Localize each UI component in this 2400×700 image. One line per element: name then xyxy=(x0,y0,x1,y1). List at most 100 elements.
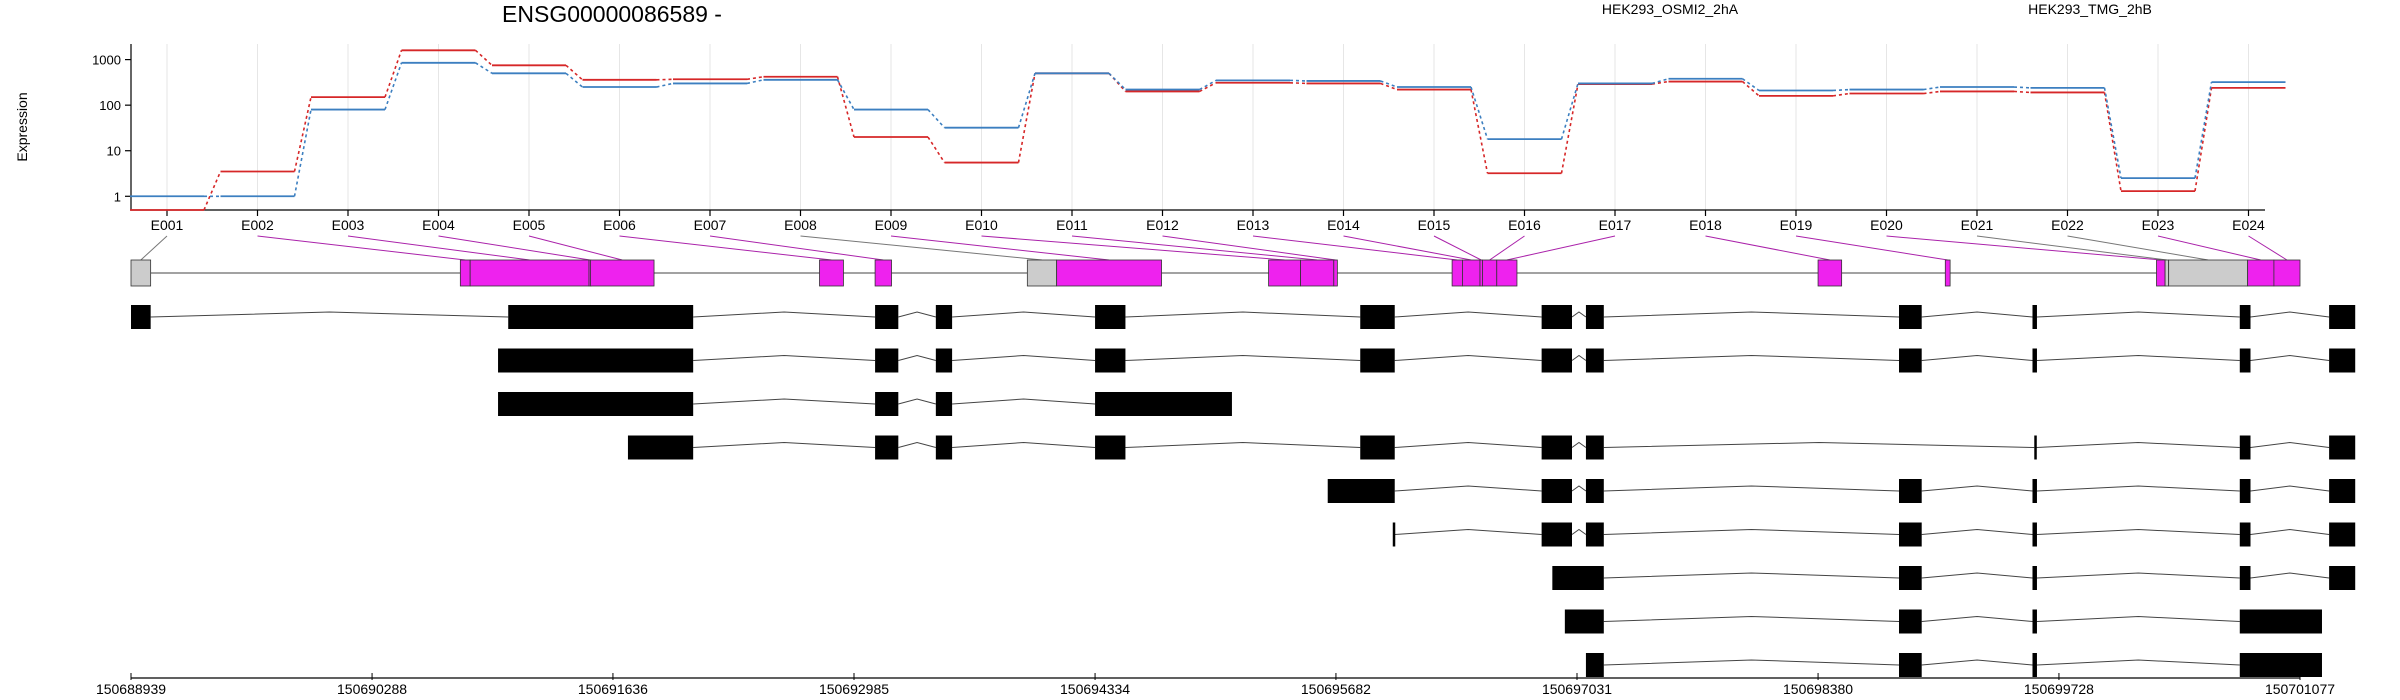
transcript-exon xyxy=(2239,348,2251,373)
series-step-connector xyxy=(1380,82,1398,91)
transcript-intron xyxy=(693,311,876,318)
transcript-exon xyxy=(2032,348,2037,373)
transcript-exon xyxy=(1585,653,1604,677)
transcript-exon xyxy=(1360,305,1395,329)
x-tick-label-e013: E013 xyxy=(1237,217,1270,233)
series-step-connector xyxy=(1742,78,1760,92)
exon-connector-e020 xyxy=(1886,235,2161,261)
x-tick-label-e006: E006 xyxy=(603,217,636,233)
x-tick-label-e020: E020 xyxy=(1870,217,1903,233)
exon-connector-e008 xyxy=(800,235,1043,261)
transcript-intron xyxy=(898,354,936,361)
gene-exon-e001 xyxy=(130,259,152,287)
series-step-connector xyxy=(1289,79,1307,82)
gene-exon-e022 xyxy=(2168,259,2249,287)
transcript-intron xyxy=(1603,528,1900,535)
series-step-connector xyxy=(293,109,312,197)
coord-tick-label: 150695682 xyxy=(1301,681,1371,697)
gene-exon-e013 xyxy=(1451,259,1463,287)
x-tick-label-e015: E015 xyxy=(1418,217,1451,233)
transcript-intron xyxy=(952,311,1096,318)
transcript-exon xyxy=(1585,348,1604,373)
x-tick-label-e003: E003 xyxy=(332,217,365,233)
transcript-intron xyxy=(1394,441,1542,448)
coord-tick-label: 150691636 xyxy=(578,681,648,697)
series-step-connector xyxy=(656,78,674,81)
chart-title: ENSG00000086589 - xyxy=(502,1,722,27)
x-tick-label-e002: E002 xyxy=(241,217,274,233)
coord-tick-label: 150699728 xyxy=(2024,681,2094,697)
transcript-intron xyxy=(150,311,509,318)
transcript-exon xyxy=(2032,609,2037,634)
transcript-exon xyxy=(1585,522,1604,547)
exon-connector-e024 xyxy=(2248,235,2288,261)
series-step-connector xyxy=(474,49,493,66)
series-step-connector xyxy=(203,171,222,211)
transcript-intron xyxy=(1603,441,2035,448)
series-step-connector xyxy=(1651,80,1669,85)
transcript-exon xyxy=(2239,522,2251,547)
transcript-intron xyxy=(1603,572,1900,579)
transcript-intron xyxy=(952,441,1096,448)
transcript-exon xyxy=(2032,305,2037,329)
x-tick-label-e004: E004 xyxy=(422,217,455,233)
exon-connector-e023 xyxy=(2157,235,2261,261)
transcript-3 xyxy=(498,392,1232,416)
exon-connector-e010 xyxy=(981,235,1285,261)
exon-connector-e007 xyxy=(709,235,884,261)
x-tick-label-e017: E017 xyxy=(1599,217,1632,233)
transcript-intron xyxy=(2250,528,2330,535)
series-step-connector xyxy=(1832,88,1850,92)
transcript-8 xyxy=(1564,609,2322,634)
gene-exon-e014 xyxy=(1462,259,1481,287)
transcript-exon xyxy=(1360,435,1395,460)
transcript-intron xyxy=(1603,354,1900,361)
series-step-connector xyxy=(384,62,403,110)
gene-exon-e008 xyxy=(1026,259,1058,287)
transcript-exon xyxy=(1541,522,1572,547)
transcript-intron xyxy=(693,354,876,361)
transcript-exon xyxy=(131,305,151,329)
transcript-intron xyxy=(1571,485,1587,492)
x-tick-label-e007: E007 xyxy=(694,217,727,233)
transcript-exon xyxy=(935,435,953,460)
gene-exon-e023 xyxy=(2247,259,2275,287)
transcript-intron xyxy=(2250,441,2330,448)
transcript-exon xyxy=(1899,653,1922,677)
gene-exon-e011 xyxy=(1300,259,1335,287)
transcript-exon xyxy=(2032,566,2037,590)
coord-tick-label: 150697031 xyxy=(1542,681,1612,697)
transcript-intron xyxy=(952,398,1096,405)
transcript-7 xyxy=(1552,566,2356,590)
series-step-connector xyxy=(1380,80,1398,88)
series-step-connector xyxy=(2194,87,2213,192)
gene-exon-e009 xyxy=(1056,259,1162,287)
series-step-connector xyxy=(836,76,855,138)
series-step-connector xyxy=(1199,79,1217,91)
gridlines xyxy=(166,44,2249,210)
transcript-intron xyxy=(2036,528,2240,535)
transcript-intron xyxy=(1921,572,2033,579)
series-b xyxy=(130,61,2286,198)
transcript-exon xyxy=(627,435,694,460)
transcript-intron xyxy=(693,441,876,448)
x-tick-label-e016: E016 xyxy=(1508,217,1541,233)
transcript-exon xyxy=(1541,305,1572,329)
gene-exon-e024 xyxy=(2273,259,2301,287)
coord-tick-label: 150688939 xyxy=(96,681,166,697)
transcript-exon xyxy=(875,348,899,373)
transcript-exon xyxy=(1541,479,1572,503)
y-tick-label: 100 xyxy=(99,98,121,113)
x-tick-label-e021: E021 xyxy=(1961,217,1994,233)
coord-tick-label: 150698380 xyxy=(1783,681,1853,697)
gene-exon-e005 xyxy=(590,259,655,287)
x-tick-label-e014: E014 xyxy=(1327,217,1360,233)
transcript-exon xyxy=(1899,609,1922,634)
exon-connector-e015 xyxy=(1433,235,1482,261)
transcript-6 xyxy=(1392,522,2356,547)
coord-tick-label: 150690288 xyxy=(337,681,407,697)
series-step-connector xyxy=(1651,77,1669,85)
series-lines xyxy=(130,49,2286,211)
transcript-exon xyxy=(508,305,694,329)
x-tick-label-e024: E024 xyxy=(2232,217,2265,233)
